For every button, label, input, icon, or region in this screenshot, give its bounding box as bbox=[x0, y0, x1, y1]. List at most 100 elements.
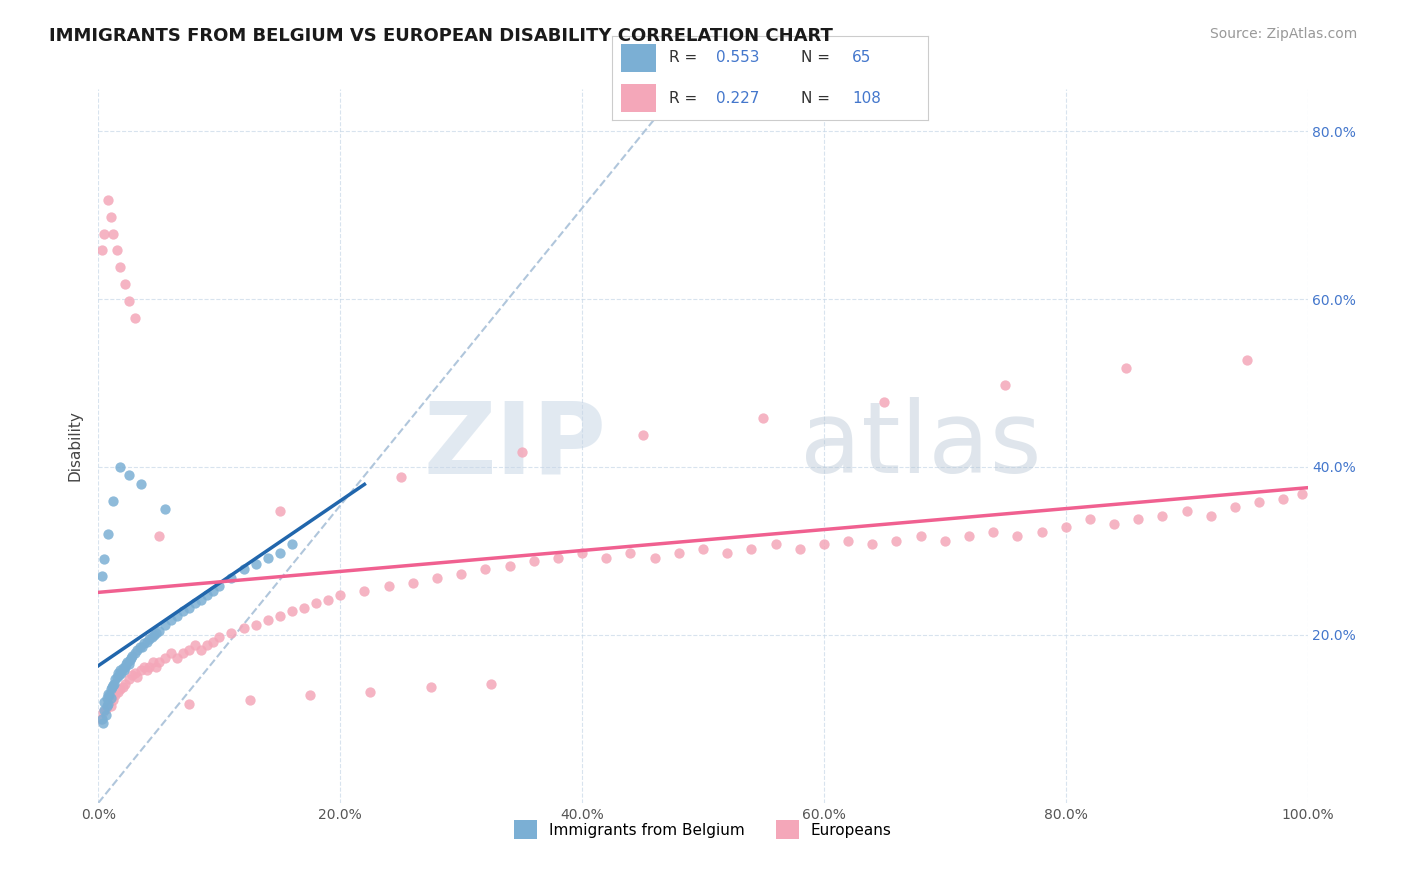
Point bbox=[101, 678, 124, 692]
Point bbox=[118, 293, 141, 308]
Point bbox=[1291, 487, 1313, 501]
Text: ZIP: ZIP bbox=[423, 398, 606, 494]
Point bbox=[108, 682, 131, 697]
Point bbox=[93, 227, 115, 241]
Point bbox=[316, 592, 339, 607]
Point bbox=[179, 643, 201, 657]
Point bbox=[91, 569, 114, 583]
Point bbox=[1175, 503, 1198, 517]
Point bbox=[474, 562, 496, 576]
Point bbox=[692, 542, 714, 557]
Text: IMMIGRANTS FROM BELGIUM VS EUROPEAN DISABILITY CORRELATION CHART: IMMIGRANTS FROM BELGIUM VS EUROPEAN DISA… bbox=[49, 27, 834, 45]
Point bbox=[100, 680, 122, 694]
Point bbox=[138, 632, 160, 646]
Point bbox=[108, 663, 131, 677]
Point bbox=[97, 527, 120, 541]
Point bbox=[195, 588, 218, 602]
Point bbox=[148, 529, 170, 543]
Point bbox=[269, 546, 291, 560]
Point bbox=[98, 689, 121, 703]
Point bbox=[1236, 352, 1258, 367]
Point bbox=[190, 643, 212, 657]
Point bbox=[118, 653, 141, 667]
Point bbox=[91, 244, 114, 258]
Point bbox=[886, 533, 908, 548]
Point bbox=[571, 546, 593, 560]
Text: Source: ZipAtlas.com: Source: ZipAtlas.com bbox=[1209, 27, 1357, 41]
Point bbox=[108, 668, 131, 682]
Point bbox=[184, 638, 207, 652]
Point bbox=[256, 550, 278, 565]
Point bbox=[1223, 500, 1246, 515]
FancyBboxPatch shape bbox=[621, 45, 655, 72]
Point bbox=[1007, 529, 1029, 543]
Point bbox=[498, 559, 520, 574]
Point bbox=[115, 657, 138, 672]
Point bbox=[269, 609, 291, 624]
Point bbox=[101, 227, 124, 241]
Point bbox=[172, 646, 194, 660]
Point bbox=[96, 699, 118, 714]
Point bbox=[105, 670, 128, 684]
Point bbox=[1152, 508, 1174, 523]
Text: atlas: atlas bbox=[800, 398, 1042, 494]
Point bbox=[110, 665, 132, 680]
Point bbox=[873, 394, 896, 409]
Point bbox=[179, 601, 201, 615]
Point bbox=[107, 665, 129, 680]
Point bbox=[190, 592, 212, 607]
Point bbox=[221, 571, 243, 585]
Point bbox=[377, 579, 399, 593]
Point bbox=[108, 260, 131, 275]
Point bbox=[118, 657, 141, 672]
Point bbox=[107, 685, 129, 699]
Point bbox=[208, 630, 231, 644]
Point bbox=[232, 562, 254, 576]
Point bbox=[134, 636, 156, 650]
Point bbox=[104, 672, 127, 686]
Point bbox=[111, 661, 134, 675]
Point bbox=[100, 699, 122, 714]
Point bbox=[510, 445, 533, 459]
Point bbox=[202, 584, 225, 599]
Point bbox=[450, 567, 472, 582]
Point bbox=[281, 537, 304, 551]
Point bbox=[547, 550, 569, 565]
Point bbox=[353, 584, 375, 599]
Point bbox=[91, 712, 114, 726]
Point bbox=[127, 643, 149, 657]
Point bbox=[245, 557, 267, 571]
FancyBboxPatch shape bbox=[621, 84, 655, 112]
Point bbox=[145, 626, 167, 640]
Point bbox=[90, 712, 112, 726]
Point bbox=[1031, 525, 1053, 540]
Point bbox=[426, 571, 449, 585]
Point bbox=[1054, 520, 1077, 534]
Point bbox=[232, 621, 254, 635]
Point bbox=[112, 663, 135, 677]
Point bbox=[108, 460, 131, 475]
Point bbox=[97, 193, 120, 207]
Point bbox=[245, 617, 267, 632]
Point bbox=[153, 617, 176, 632]
Point bbox=[239, 693, 262, 707]
Point bbox=[860, 537, 883, 551]
Text: N =: N = bbox=[801, 91, 835, 106]
Point bbox=[153, 502, 176, 516]
Point bbox=[619, 546, 641, 560]
Point bbox=[1249, 495, 1271, 509]
Point bbox=[117, 655, 139, 669]
Point bbox=[789, 542, 811, 557]
Point bbox=[668, 546, 690, 560]
Point bbox=[142, 655, 165, 669]
Point bbox=[221, 626, 243, 640]
Point bbox=[100, 210, 122, 224]
Point bbox=[114, 676, 136, 690]
Point bbox=[716, 546, 738, 560]
Point bbox=[93, 695, 115, 709]
Point bbox=[135, 634, 157, 648]
Point bbox=[121, 648, 143, 663]
Point bbox=[631, 428, 654, 442]
Point bbox=[103, 676, 125, 690]
Point bbox=[420, 680, 443, 694]
